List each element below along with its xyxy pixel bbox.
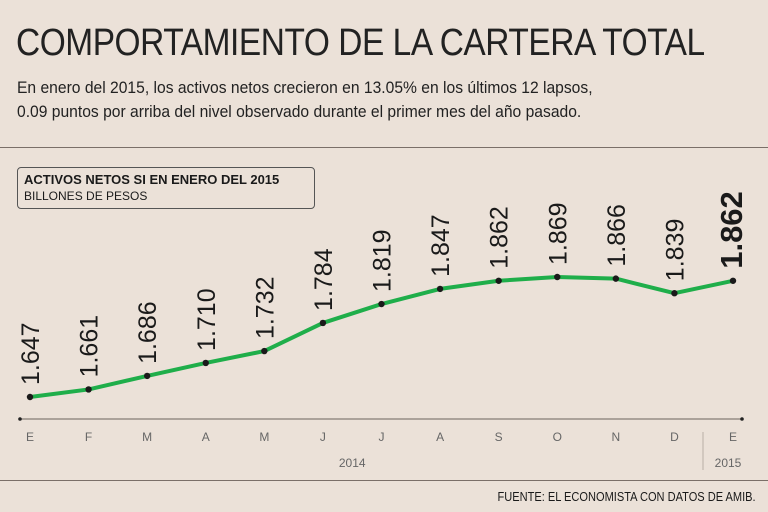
year-label: 2014 <box>339 456 366 470</box>
x-tick-label: J <box>379 430 385 444</box>
data-label: 1.819 <box>369 229 397 292</box>
top-divider <box>0 147 768 148</box>
data-point <box>612 275 620 282</box>
axis-end-dot <box>18 417 22 421</box>
data-label: 1.647 <box>17 322 45 385</box>
x-tick-label: E <box>26 430 34 444</box>
source-note: FUENTE: EL ECONOMISTA CON DATOS DE AMIB. <box>497 489 756 504</box>
data-label: 1.862 <box>714 191 749 269</box>
x-tick-label: E <box>729 430 737 444</box>
x-tick-label: M <box>142 430 152 444</box>
subtitle-line: 0.09 puntos por arriba del nivel observa… <box>17 102 582 121</box>
x-tick-label: D <box>670 430 679 444</box>
data-label: 1.686 <box>134 301 162 364</box>
x-tick-label: N <box>611 430 620 444</box>
year-label: 2015 <box>715 456 742 470</box>
data-label: 1.784 <box>310 248 338 311</box>
chart-title: ACTIVOS NETOS SI EN ENERO DEL 2015 <box>24 172 280 187</box>
data-label: 1.732 <box>251 276 279 339</box>
data-label: 1.839 <box>661 219 689 282</box>
data-label: 1.866 <box>603 204 631 267</box>
x-tick-label: A <box>436 430 444 444</box>
data-point <box>143 372 151 380</box>
data-point <box>729 277 737 284</box>
x-tick-label: F <box>85 430 92 444</box>
data-point <box>671 290 678 297</box>
data-label: 1.862 <box>486 206 514 269</box>
chart-legend-box: ACTIVOS NETOS SI EN ENERO DEL 2015 BILLO… <box>17 167 315 209</box>
subtitle: En enero del 2015, los activos netos cre… <box>17 76 593 124</box>
data-point <box>495 277 502 284</box>
data-point <box>26 393 34 401</box>
data-label: 1.710 <box>193 288 221 351</box>
bottom-divider <box>0 480 768 481</box>
axis-end-dot <box>740 417 744 421</box>
page-title: COMPORTAMIENTO DE LA CARTERA TOTAL <box>16 22 705 64</box>
chart-unit: BILLONES DE PESOS <box>24 189 148 203</box>
data-point <box>319 319 327 327</box>
x-tick-label: M <box>259 430 269 444</box>
data-point <box>202 359 209 367</box>
data-point <box>85 386 92 393</box>
x-tick-label: O <box>553 430 562 444</box>
data-point <box>261 347 268 355</box>
data-label: 1.661 <box>76 315 104 378</box>
subtitle-line: En enero del 2015, los activos netos cre… <box>17 78 593 97</box>
data-point <box>436 285 444 293</box>
data-point <box>554 273 561 281</box>
x-tick-label: J <box>320 430 326 444</box>
data-label: 1.869 <box>544 202 572 265</box>
data-point <box>378 300 385 308</box>
data-label: 1.847 <box>427 214 455 277</box>
x-tick-label: A <box>202 430 210 444</box>
x-tick-label: S <box>495 430 503 444</box>
